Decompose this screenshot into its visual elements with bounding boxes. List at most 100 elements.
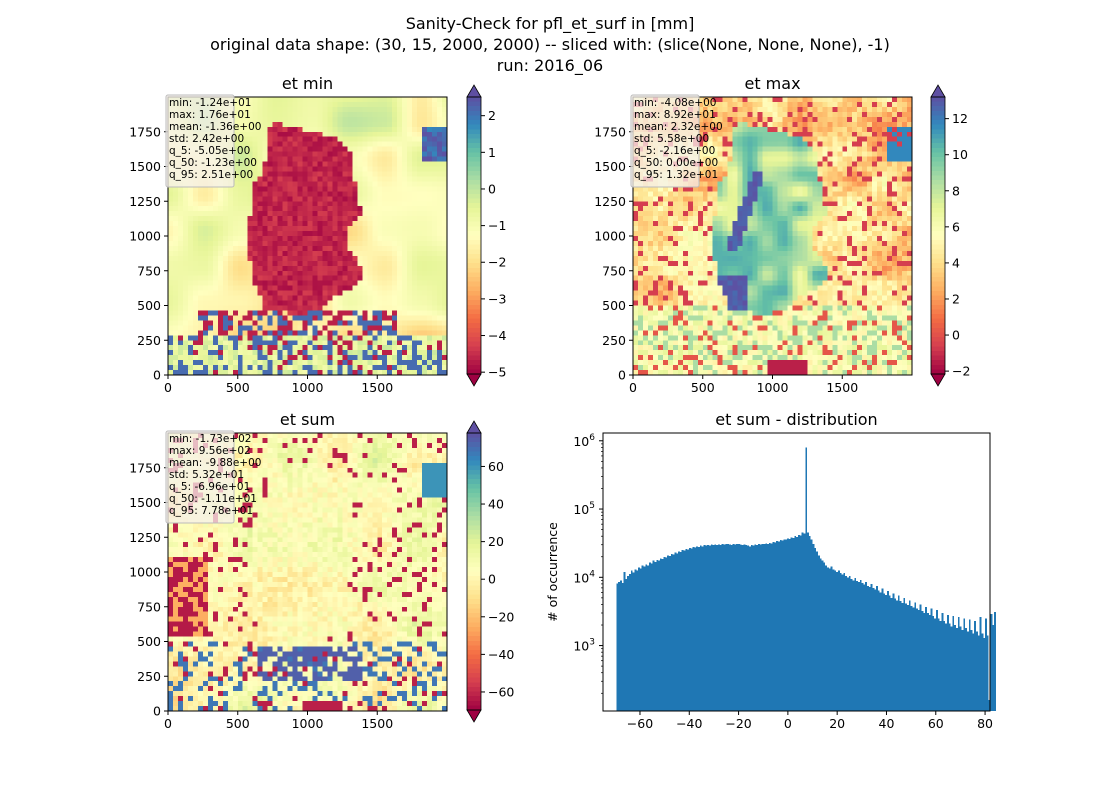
heatmap-cell bbox=[272, 156, 278, 162]
heatmap-cell bbox=[327, 206, 333, 212]
heatmap-cell bbox=[367, 97, 373, 103]
heatmap-cell bbox=[322, 206, 328, 212]
heatmap-cell bbox=[697, 191, 704, 197]
heatmap-cell bbox=[327, 131, 333, 138]
heatmap-cell bbox=[392, 370, 398, 376]
heatmap-cell bbox=[847, 97, 853, 103]
heatmap-cell bbox=[822, 211, 828, 217]
heatmap-cell bbox=[437, 201, 443, 207]
heatmap-cell bbox=[757, 166, 763, 172]
heatmap-cell bbox=[332, 360, 338, 366]
heatmap-cell bbox=[262, 325, 268, 331]
heatmap-cell bbox=[397, 280, 403, 286]
heatmap-cell bbox=[647, 186, 654, 192]
heatmap-cell bbox=[252, 290, 258, 296]
heatmap-cell bbox=[872, 240, 878, 247]
heatmap-cell bbox=[712, 171, 718, 177]
heatmap-cell bbox=[282, 345, 288, 351]
heatmap-cell bbox=[407, 365, 413, 371]
heatmap-cell bbox=[642, 221, 649, 227]
heatmap-cell bbox=[857, 206, 863, 212]
heatmap-cell bbox=[362, 121, 368, 128]
heatmap-cell bbox=[242, 270, 249, 277]
heatmap-cell bbox=[168, 325, 174, 331]
heatmap-cell bbox=[877, 191, 883, 197]
heatmap-cell bbox=[797, 106, 803, 113]
heatmap-cell bbox=[432, 350, 438, 356]
heatmap-cell bbox=[377, 295, 383, 301]
heatmap-cell bbox=[737, 97, 743, 103]
heatmap-cell bbox=[387, 121, 393, 128]
heatmap-cell bbox=[237, 255, 244, 262]
heatmap-cell bbox=[312, 270, 318, 277]
heatmap-cell bbox=[232, 126, 239, 133]
heatmap-cell bbox=[168, 245, 174, 252]
heatmap-cell bbox=[277, 240, 283, 247]
heatmap-cell bbox=[227, 250, 234, 257]
heatmap-cell bbox=[712, 231, 718, 237]
heatmap-cell bbox=[862, 121, 868, 128]
heatmap-cell bbox=[168, 275, 174, 281]
heatmap-cell bbox=[897, 161, 903, 167]
heatmap-cell bbox=[287, 221, 293, 227]
heatmap-cell bbox=[387, 146, 393, 152]
heatmap-cell bbox=[897, 131, 903, 138]
heatmap-cell bbox=[252, 121, 258, 128]
heatmap-cell bbox=[357, 191, 363, 197]
heatmap-cell bbox=[892, 166, 898, 172]
heatmap-cell bbox=[177, 280, 184, 286]
heatmap-cell bbox=[272, 151, 278, 157]
heatmap-cell bbox=[327, 161, 333, 167]
heatmap-cell bbox=[402, 156, 408, 162]
heatmap-cell bbox=[402, 221, 408, 227]
heatmap-cell bbox=[412, 186, 418, 192]
heatmap-cell bbox=[372, 186, 378, 192]
heatmap-cell bbox=[342, 106, 348, 113]
heatmap-cell bbox=[297, 226, 303, 232]
heatmap-cell bbox=[267, 330, 273, 336]
heatmap-cell bbox=[357, 101, 363, 108]
heatmap-cell bbox=[352, 146, 358, 152]
heatmap-cell bbox=[777, 226, 783, 232]
heatmap-cell bbox=[377, 181, 383, 187]
heatmap-cell bbox=[633, 206, 639, 212]
heatmap-cell bbox=[247, 206, 253, 212]
heatmap-cell bbox=[777, 240, 783, 247]
heatmap-cell bbox=[352, 166, 358, 172]
heatmap-cell bbox=[397, 330, 403, 336]
heatmap-cell bbox=[372, 171, 378, 177]
heatmap-cell bbox=[782, 191, 788, 197]
heatmap-cell bbox=[247, 176, 253, 182]
heatmap-cell bbox=[867, 166, 873, 172]
heatmap-cell bbox=[252, 270, 258, 277]
heatmap-cell bbox=[182, 345, 189, 351]
heatmap-cell bbox=[857, 171, 863, 177]
y-tick-label: 0 bbox=[153, 368, 161, 383]
heatmap-cell bbox=[237, 211, 244, 217]
figure-title: Sanity-Check for pfl_et_surf in [mm]orig… bbox=[210, 14, 890, 76]
heatmap-cell bbox=[772, 111, 778, 118]
heatmap-cell bbox=[207, 350, 214, 356]
heatmap-cell bbox=[852, 126, 858, 133]
heatmap-cell bbox=[717, 196, 723, 202]
heatmap-cell bbox=[182, 325, 189, 331]
heatmap-cell bbox=[257, 280, 263, 286]
heatmap-cell bbox=[337, 315, 343, 321]
heatmap-cell bbox=[172, 285, 179, 291]
heatmap-cell bbox=[417, 315, 423, 321]
heatmap-cell bbox=[427, 335, 433, 341]
heatmap-cell bbox=[277, 330, 283, 336]
heatmap-cell bbox=[867, 201, 873, 207]
heatmap-cell bbox=[832, 231, 838, 237]
heatmap-cell bbox=[317, 305, 323, 311]
heatmap-cell bbox=[782, 116, 788, 123]
heatmap-cell bbox=[312, 280, 318, 286]
heatmap-cell bbox=[802, 221, 808, 227]
heatmap-cell bbox=[412, 216, 418, 222]
heatmap-cell bbox=[302, 126, 308, 133]
heatmap-cell bbox=[402, 101, 408, 108]
heatmap-cell bbox=[882, 131, 888, 138]
heatmap-cell bbox=[852, 97, 858, 103]
heatmap-cell bbox=[822, 226, 828, 232]
heatmap-cell bbox=[372, 211, 378, 217]
